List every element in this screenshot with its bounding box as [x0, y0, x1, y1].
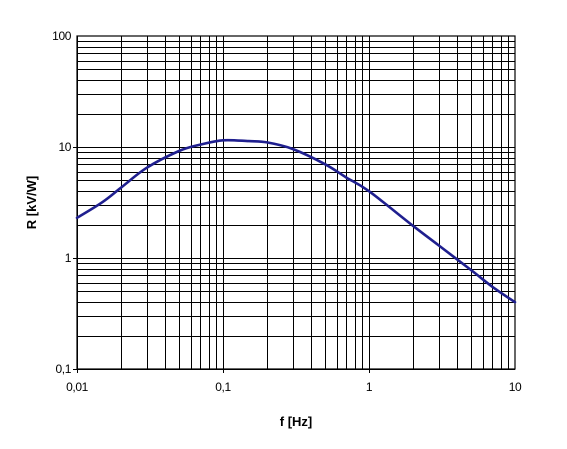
y-tick-label: 1 — [65, 251, 72, 265]
x-tick-label: 1 — [366, 380, 373, 394]
y-tick-label: 10 — [58, 140, 71, 154]
y-tick-label: 0,1 — [56, 362, 72, 376]
y-tick-label: 100 — [52, 29, 72, 43]
y-axis-label: R [kV/W] — [24, 176, 39, 229]
grid — [73, 36, 515, 373]
x-tick-label: 0,1 — [215, 380, 231, 394]
x-tick-labels: 0,01 0,1 1 10 — [66, 380, 522, 394]
plot-area-border — [76, 35, 516, 370]
x-axis-label: f [Hz] — [280, 414, 313, 429]
x-tick-label: 0,01 — [66, 380, 88, 394]
series-line — [75, 138, 517, 304]
x-tick-label: 10 — [509, 380, 522, 394]
y-tick-labels: 0,1 1 10 100 — [52, 29, 72, 376]
